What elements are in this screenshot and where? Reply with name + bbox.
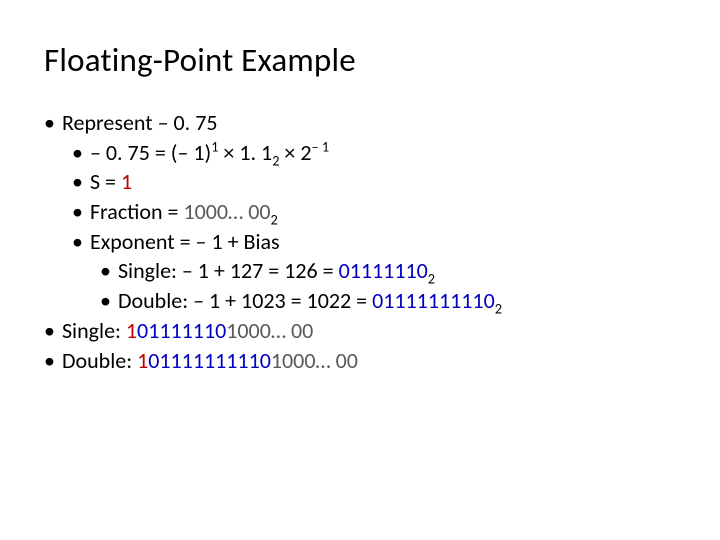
- eq-p1: – 0. 75 = (– 1): [90, 139, 211, 166]
- bullet-icon: •: [44, 317, 55, 344]
- s-val: 1: [121, 168, 132, 195]
- bullet-single-exp: • Single: – 1 + 127 = 126 = 011111102: [44, 256, 676, 286]
- bullet-single-rep: • Single: 1011111101000… 00: [44, 316, 676, 346]
- bullet-icon: •: [72, 168, 83, 195]
- single-rep-label: Single:: [62, 317, 126, 344]
- double-rep-label: Double:: [62, 347, 137, 374]
- fraction-sub: 2: [271, 210, 278, 228]
- text-represent: Represent – 0. 75: [62, 109, 218, 136]
- double-rep-frac: 1000… 00: [271, 347, 358, 374]
- double-exp-sub: 2: [495, 300, 502, 318]
- double-exp-val: 01111111110: [372, 287, 495, 314]
- bullet-icon: •: [44, 347, 55, 374]
- single-exp-sub: 2: [428, 270, 435, 288]
- bullet-icon: •: [44, 109, 55, 136]
- bullet-icon: •: [72, 139, 83, 166]
- single-rep-s: 1: [126, 317, 137, 344]
- bullet-exponent: • Exponent = – 1 + Bias: [44, 227, 676, 257]
- single-exp-val: 01111110: [339, 257, 428, 284]
- bullet-icon: •: [100, 287, 111, 314]
- eq-p3: × 2: [279, 139, 311, 166]
- single-exp-label: Single: – 1 + 127 = 126 =: [118, 257, 339, 284]
- double-rep-s: 1: [137, 347, 148, 374]
- bullet-fraction: • Fraction = 1000… 002: [44, 197, 676, 227]
- single-rep-exp: 01111110: [137, 317, 226, 344]
- double-exp-label: Double: – 1 + 1023 = 1022 =: [118, 287, 372, 314]
- eq-p2: × 1. 1: [218, 139, 272, 166]
- double-rep-exp: 01111111110: [148, 347, 271, 374]
- bullet-represent: • Represent – 0. 75: [44, 108, 676, 138]
- exponent-text: Exponent = – 1 + Bias: [90, 228, 280, 255]
- bullet-double-rep: • Double: 1011111111101000… 00: [44, 346, 676, 376]
- bullet-equation: • – 0. 75 = (– 1)1 × 1. 12 × 2– 1: [44, 138, 676, 168]
- fraction-val: 1000… 00: [183, 198, 270, 225]
- s-label: S =: [90, 168, 121, 195]
- bullet-icon: •: [100, 257, 111, 284]
- eq-sup2: – 1: [312, 137, 330, 155]
- bullet-icon: •: [72, 228, 83, 255]
- slide-body: • Represent – 0. 75 • – 0. 75 = (– 1)1 ×…: [44, 108, 676, 375]
- bullet-icon: •: [72, 198, 83, 225]
- bullet-double-exp: • Double: – 1 + 1023 = 1022 = 0111111111…: [44, 286, 676, 316]
- fraction-label: Fraction =: [90, 198, 184, 225]
- page-title: Floating-Point Example: [44, 40, 676, 80]
- single-rep-frac: 1000… 00: [226, 317, 313, 344]
- bullet-s: • S = 1: [44, 167, 676, 197]
